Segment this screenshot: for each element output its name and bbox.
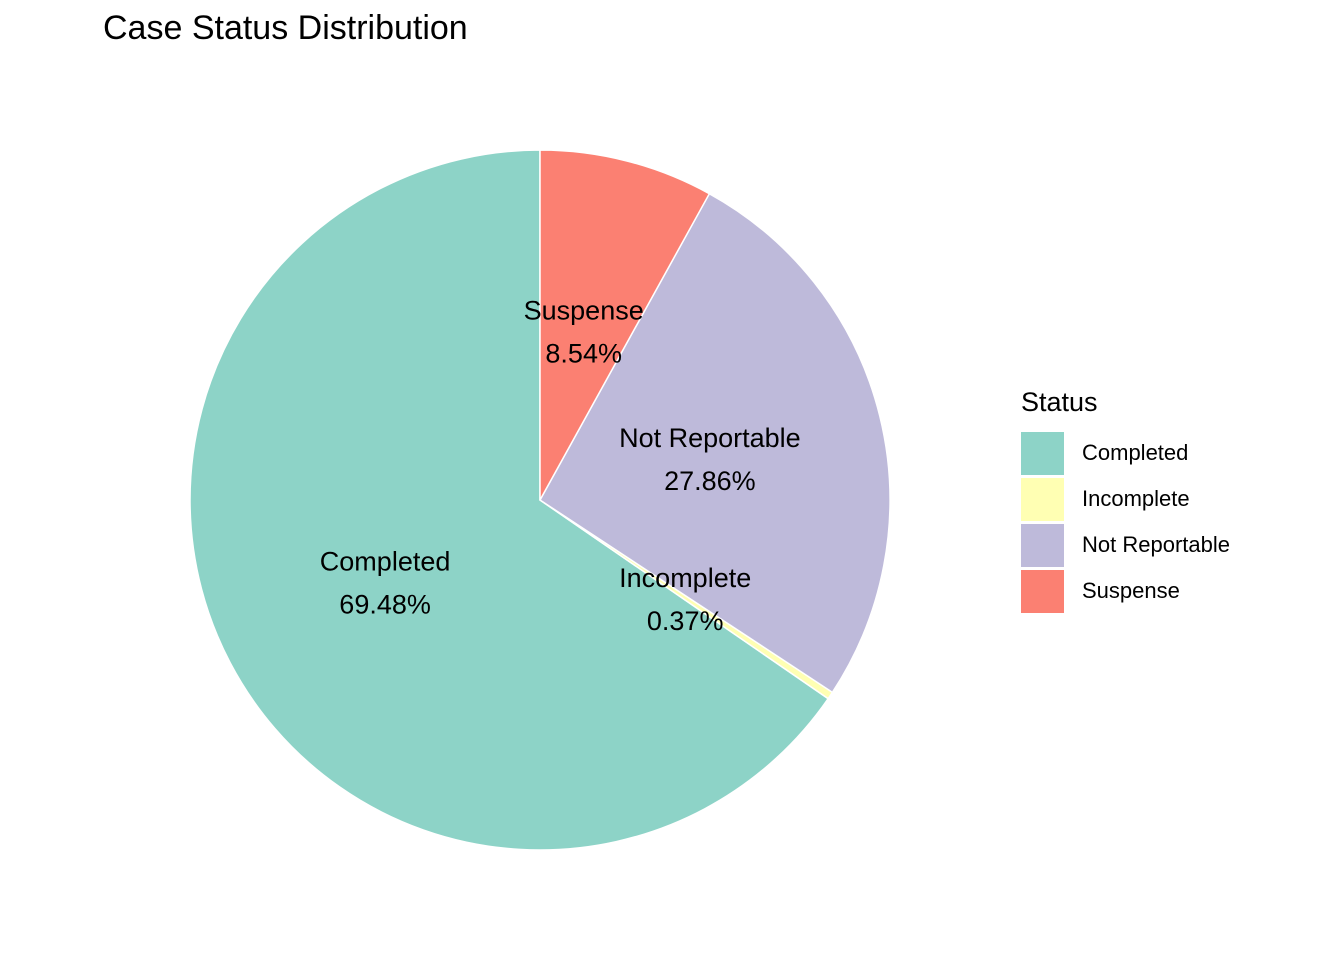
slice-not-reportable bbox=[539, 192, 891, 694]
slice-percent-completed: 69.48% bbox=[339, 589, 431, 619]
legend-item-not-reportable: Not Reportable bbox=[1021, 522, 1230, 568]
legend-key-not-reportable bbox=[1021, 523, 1064, 567]
legend-label-suspense: Suspense bbox=[1082, 578, 1180, 603]
legend-key-suspense bbox=[1021, 569, 1064, 613]
slice-percent-not-reportable: 27.86% bbox=[664, 466, 756, 496]
legend: Status Completed Incomplete Not Reportab… bbox=[1021, 384, 1230, 614]
slice-percent-suspense: 8.54% bbox=[545, 339, 622, 369]
legend-title: Status bbox=[1021, 387, 1098, 417]
slice-completed bbox=[189, 149, 830, 851]
slice-label-incomplete: Incomplete bbox=[619, 563, 751, 593]
legend-key-incomplete bbox=[1021, 477, 1064, 521]
pie-labels: Completed 69.48% Incomplete 0.37% Not Report… bbox=[320, 296, 801, 636]
legend-label-not-reportable: Not Reportable bbox=[1082, 532, 1230, 557]
slice-percent-incomplete: 0.37% bbox=[647, 606, 724, 636]
legend-key-completed bbox=[1021, 431, 1064, 475]
slice-label-suspense: Suspense bbox=[524, 296, 644, 326]
legend-item-suspense: Suspense bbox=[1021, 568, 1230, 614]
slice-label-not-reportable: Not Reportable bbox=[619, 423, 801, 453]
legend-item-completed: Completed bbox=[1021, 430, 1230, 476]
slice-label-completed: Completed bbox=[320, 546, 451, 576]
legend-item-incomplete: Incomplete bbox=[1021, 476, 1230, 522]
slice-suspense bbox=[539, 149, 711, 501]
legend-label-incomplete: Incomplete bbox=[1082, 486, 1190, 511]
pie-slices bbox=[189, 149, 891, 851]
chart-title: Case Status Distribution bbox=[103, 9, 468, 47]
legend-label-completed: Completed bbox=[1082, 440, 1189, 465]
